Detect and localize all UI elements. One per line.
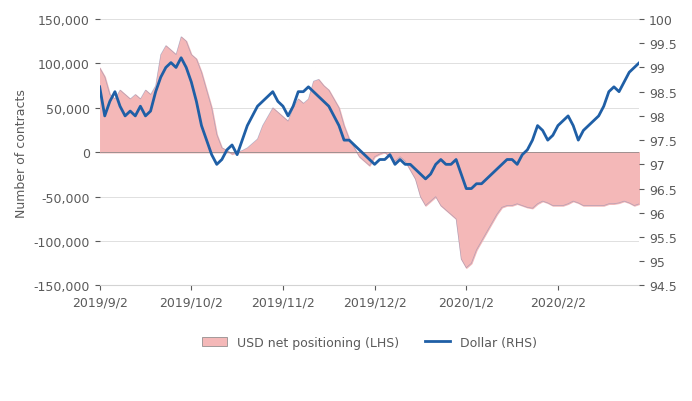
Dollar (RHS): [640, 56, 648, 61]
Y-axis label: Number of contracts: Number of contracts: [15, 89, 28, 217]
Dollar (RHS): [152, 90, 160, 95]
Dollar (RHS): [355, 148, 363, 153]
Dollar (RHS): [177, 56, 185, 61]
Dollar (RHS): [584, 124, 592, 129]
Dollar (RHS): [187, 80, 195, 85]
Dollar (RHS): [95, 85, 104, 90]
Dollar (RHS): [538, 129, 547, 134]
Line: Dollar (RHS): Dollar (RHS): [100, 59, 644, 189]
Dollar (RHS): [574, 138, 583, 143]
Legend: USD net positioning (LHS), Dollar (RHS): USD net positioning (LHS), Dollar (RHS): [197, 331, 542, 354]
Dollar (RHS): [462, 187, 471, 192]
